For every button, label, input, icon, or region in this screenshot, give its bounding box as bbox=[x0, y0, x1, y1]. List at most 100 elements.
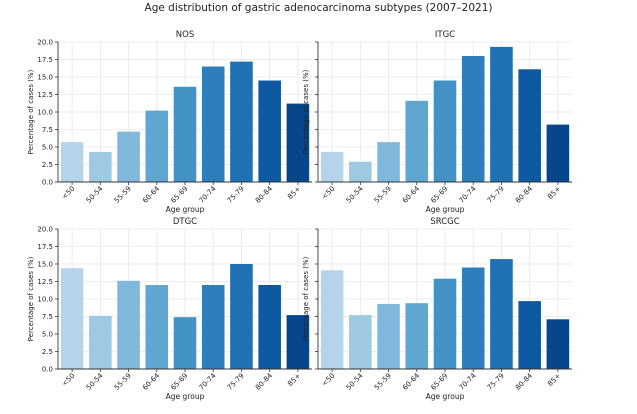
x-tick-label: <50 bbox=[60, 372, 76, 388]
bar-60-64 bbox=[145, 285, 169, 369]
x-tick-label: 60-64 bbox=[141, 184, 161, 204]
y-tick-label: 2.5 bbox=[42, 348, 53, 356]
x-tick-label: <50 bbox=[60, 185, 76, 201]
figure-title: Age distribution of gastric adenocarcino… bbox=[144, 2, 493, 14]
chart-panel-srcgc: <50 50-54 55-59 60-64 65-69 70-74 75-79 80-84 85… bbox=[302, 217, 572, 401]
x-tick-label: <50 bbox=[320, 185, 336, 201]
y-tick-label: 20.0 bbox=[37, 39, 53, 47]
y-tick-label: 0.0 bbox=[42, 179, 53, 187]
x-tick-label: 80-84 bbox=[514, 184, 534, 204]
bar-80-84 bbox=[518, 69, 541, 182]
chart-panel-itgc: <50 50-54 55-59 60-64 65-69 70-74 75-79 80-84 85… bbox=[302, 30, 572, 214]
y-tick-label: 17.5 bbox=[37, 56, 53, 64]
bar-85+ bbox=[286, 315, 310, 369]
y-axis-label: Percentage of cases (%) bbox=[27, 256, 35, 341]
x-tick-label: 80-84 bbox=[254, 184, 274, 204]
panel-title: DTGC bbox=[173, 217, 197, 227]
bar-50-54 bbox=[89, 151, 112, 182]
x-tick-label: 60-64 bbox=[401, 371, 421, 391]
y-tick-label: 0.0 bbox=[42, 366, 53, 374]
x-tick-label: 55-59 bbox=[113, 372, 133, 392]
bar-70-74 bbox=[461, 56, 485, 182]
bar-65-69 bbox=[173, 86, 197, 182]
y-tick-label: 10.0 bbox=[37, 296, 53, 304]
x-tick-label: 85+ bbox=[546, 185, 562, 201]
y-tick-label: 12.5 bbox=[37, 91, 53, 99]
panel-title: ITGC bbox=[435, 30, 455, 40]
bar-60-64 bbox=[145, 110, 169, 182]
x-tick-label: 70-74 bbox=[198, 184, 218, 204]
bar-55-59 bbox=[377, 303, 400, 369]
bar-55-59 bbox=[117, 131, 140, 182]
bar-75-79 bbox=[490, 46, 513, 183]
bar-85+ bbox=[286, 103, 310, 182]
bar-80-84 bbox=[258, 80, 281, 182]
x-tick-label: 50-54 bbox=[85, 371, 105, 391]
x-tick-label: 75-79 bbox=[486, 185, 506, 205]
y-tick-label: 2.5 bbox=[42, 161, 53, 169]
bar-75-79 bbox=[230, 61, 253, 182]
bar-65-69 bbox=[433, 278, 457, 369]
y-tick-label: 5.0 bbox=[42, 144, 53, 152]
y-tick-label: 12.5 bbox=[37, 278, 53, 286]
bar-70-74 bbox=[201, 66, 225, 182]
bar-85+ bbox=[546, 124, 570, 182]
x-axis-label: Age group bbox=[426, 392, 465, 401]
bar-60-64 bbox=[405, 100, 429, 182]
x-tick-label: 80-84 bbox=[254, 371, 274, 391]
bar-85+ bbox=[546, 319, 570, 369]
bar-<50 bbox=[60, 268, 84, 369]
x-tick-label: <50 bbox=[320, 372, 336, 388]
x-tick-label: 75-79 bbox=[226, 372, 246, 392]
bar-55-59 bbox=[117, 280, 140, 369]
y-tick-label: 15.0 bbox=[37, 261, 53, 269]
x-tick-label: 85+ bbox=[286, 372, 302, 388]
y-axis-label: Percentage of cases (%) bbox=[302, 256, 310, 341]
y-tick-label: 7.5 bbox=[42, 313, 53, 321]
x-tick-label: 50-54 bbox=[345, 184, 365, 204]
x-tick-label: 70-74 bbox=[458, 371, 478, 391]
bar-50-54 bbox=[89, 315, 112, 369]
y-axis-label: Percentage of cases (%) bbox=[27, 69, 35, 154]
x-tick-label: 65-69 bbox=[429, 372, 449, 392]
x-tick-label: 55-59 bbox=[373, 185, 393, 205]
x-tick-label: 55-59 bbox=[373, 372, 393, 392]
panel-title: NOS bbox=[176, 30, 194, 40]
chart-panel-nos: 0.0 2.5 5.0 7.5 10.0 12.5 15.0 17.5 20.0 <50 50-54… bbox=[27, 30, 312, 214]
x-tick-label: 75-79 bbox=[486, 372, 506, 392]
x-tick-label: 60-64 bbox=[401, 184, 421, 204]
y-tick-label: 17.5 bbox=[37, 243, 53, 251]
bar-65-69 bbox=[433, 80, 457, 182]
x-tick-label: 85+ bbox=[286, 185, 302, 201]
y-tick-label: 7.5 bbox=[42, 126, 53, 134]
panel-title: SRCGC bbox=[430, 217, 459, 227]
bar-70-74 bbox=[461, 267, 485, 369]
x-tick-label: 70-74 bbox=[198, 371, 218, 391]
bar-80-84 bbox=[258, 285, 281, 369]
bar-75-79 bbox=[230, 264, 253, 369]
bar-65-69 bbox=[173, 317, 197, 369]
bar-<50 bbox=[320, 151, 344, 182]
x-tick-label: 70-74 bbox=[458, 184, 478, 204]
bar-50-54 bbox=[349, 315, 372, 369]
x-tick-label: 50-54 bbox=[85, 184, 105, 204]
bar-55-59 bbox=[377, 142, 400, 182]
y-tick-label: 15.0 bbox=[37, 74, 53, 82]
bar-80-84 bbox=[518, 301, 541, 369]
x-tick-label: 55-59 bbox=[113, 185, 133, 205]
x-tick-label: 65-69 bbox=[169, 185, 189, 205]
x-axis-label: Age group bbox=[166, 392, 205, 401]
x-tick-label: 65-69 bbox=[169, 372, 189, 392]
bar-<50 bbox=[320, 270, 344, 369]
x-tick-label: 85+ bbox=[546, 372, 562, 388]
y-tick-label: 20.0 bbox=[37, 226, 53, 234]
bar-75-79 bbox=[490, 259, 513, 369]
y-tick-label: 10.0 bbox=[37, 109, 53, 117]
x-tick-label: 60-64 bbox=[141, 371, 161, 391]
x-tick-label: 65-69 bbox=[429, 185, 449, 205]
bar-50-54 bbox=[349, 161, 372, 182]
y-axis-label: Percentage of cases (%) bbox=[302, 69, 310, 154]
chart-panel-dtgc: 0.0 2.5 5.0 7.5 10.0 12.5 15.0 17.5 20.0 <50 50-54… bbox=[27, 217, 312, 401]
bar-60-64 bbox=[405, 303, 429, 369]
bar-70-74 bbox=[201, 285, 225, 369]
